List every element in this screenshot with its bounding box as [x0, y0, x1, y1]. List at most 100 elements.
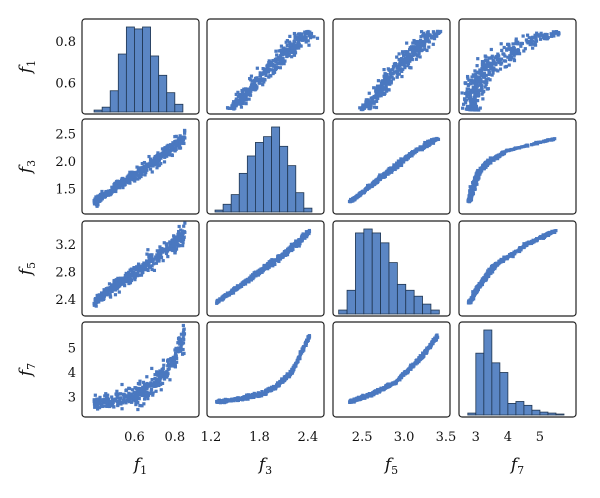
hist-bar [539, 411, 549, 416]
scatter-point [239, 282, 243, 287]
scatter-point [477, 80, 481, 84]
scatter-point [423, 38, 428, 42]
scatter-point [554, 30, 559, 34]
scatter-point [372, 182, 376, 186]
scatter-point [411, 53, 415, 58]
scatter-point [146, 268, 150, 272]
panel-r4-c3 [332, 321, 451, 418]
scatter-point [158, 245, 162, 249]
scatter-point [420, 355, 425, 359]
scatter-point [163, 146, 167, 150]
scatter-point [93, 401, 97, 406]
scatter-point [425, 142, 429, 146]
scatter-point [435, 33, 439, 37]
scatter-point [484, 73, 488, 77]
scatter-point [381, 174, 386, 178]
scatter-point [489, 266, 493, 271]
scatter-point [376, 96, 380, 100]
scatter-point [175, 348, 180, 352]
scatter-point [234, 102, 239, 106]
scatter-point [135, 177, 139, 181]
scatter-point [304, 37, 308, 41]
scatter-point [301, 37, 305, 41]
scatter-point [177, 232, 181, 236]
scatter-point [390, 166, 394, 170]
scatter-point [301, 236, 306, 240]
scatter-point [160, 381, 165, 386]
scatter-point [482, 61, 486, 65]
scatter-point [484, 55, 488, 59]
scatter-point [293, 242, 297, 246]
scatter-point [362, 190, 366, 194]
scatter-point [286, 47, 290, 51]
scatter-point [419, 30, 424, 34]
panel-frame [458, 118, 577, 215]
scatter-point [485, 275, 489, 279]
scatter-point [524, 143, 529, 148]
scatter-point [382, 78, 386, 83]
scatter-point [392, 62, 397, 66]
scatter-point [123, 182, 127, 186]
scatter-point [263, 392, 267, 397]
scatter-point [507, 63, 511, 67]
scatter-point [497, 61, 502, 65]
scatter-point [465, 104, 470, 109]
scatter-point [181, 331, 185, 335]
scatter-point [278, 54, 282, 58]
x-variable-subscript: 5 [391, 464, 398, 477]
scatter-point [309, 31, 314, 36]
scatter-point [151, 391, 155, 395]
scatter-point [296, 42, 300, 46]
x-tick-label: 0.6 [124, 430, 145, 445]
scatter-point [431, 141, 436, 145]
scatter-point [308, 33, 312, 37]
scatter-point [244, 93, 248, 97]
y-variable-label: f7 [16, 363, 38, 378]
scatter-point [142, 391, 146, 396]
hist-bar [363, 228, 373, 315]
scatter-point [126, 396, 130, 400]
panel-r3-c4 [458, 220, 577, 317]
scatter-point [121, 398, 125, 403]
x-tick-label: 2.5 [352, 430, 373, 445]
scatter-point [517, 249, 522, 254]
scatter-point [169, 358, 173, 362]
y-variable-label: f3 [16, 160, 38, 175]
scatter-point [144, 170, 148, 175]
scatter-point [430, 36, 434, 40]
scatter-point [150, 267, 154, 272]
scatter-point [239, 105, 244, 109]
scatter-point [231, 291, 236, 295]
scatter-point [509, 55, 514, 60]
scatter-point [238, 101, 242, 105]
scatter-point [553, 230, 557, 235]
scatter-point [257, 392, 261, 396]
scatter-point [255, 85, 259, 89]
scatter-point [152, 159, 156, 163]
scatter-point [534, 36, 538, 41]
scatter-point [473, 176, 478, 180]
scatter-point [244, 91, 248, 95]
scatter-point [170, 238, 174, 243]
scatter-point [138, 387, 142, 391]
scatter-point [297, 46, 301, 50]
scatter-point [178, 235, 182, 239]
scatter-point [390, 382, 395, 386]
scatter-point [119, 178, 124, 182]
scatter-point [240, 396, 245, 400]
scatter-point [423, 349, 427, 353]
scatter-point [96, 401, 101, 405]
hist-bar [271, 126, 281, 213]
panel-r3-c1 [81, 220, 200, 317]
scatter-point [151, 393, 155, 397]
scatter-point [367, 186, 371, 190]
scatter-point [392, 166, 396, 170]
scatter-point [109, 400, 113, 404]
scatter-point [132, 178, 136, 182]
x-variable-subscript: 1 [140, 464, 147, 477]
scatter-point [283, 375, 287, 380]
scatter-point [155, 253, 159, 257]
scatter-point [432, 338, 436, 343]
scatter-point [382, 81, 386, 86]
scatter-point [110, 185, 114, 189]
